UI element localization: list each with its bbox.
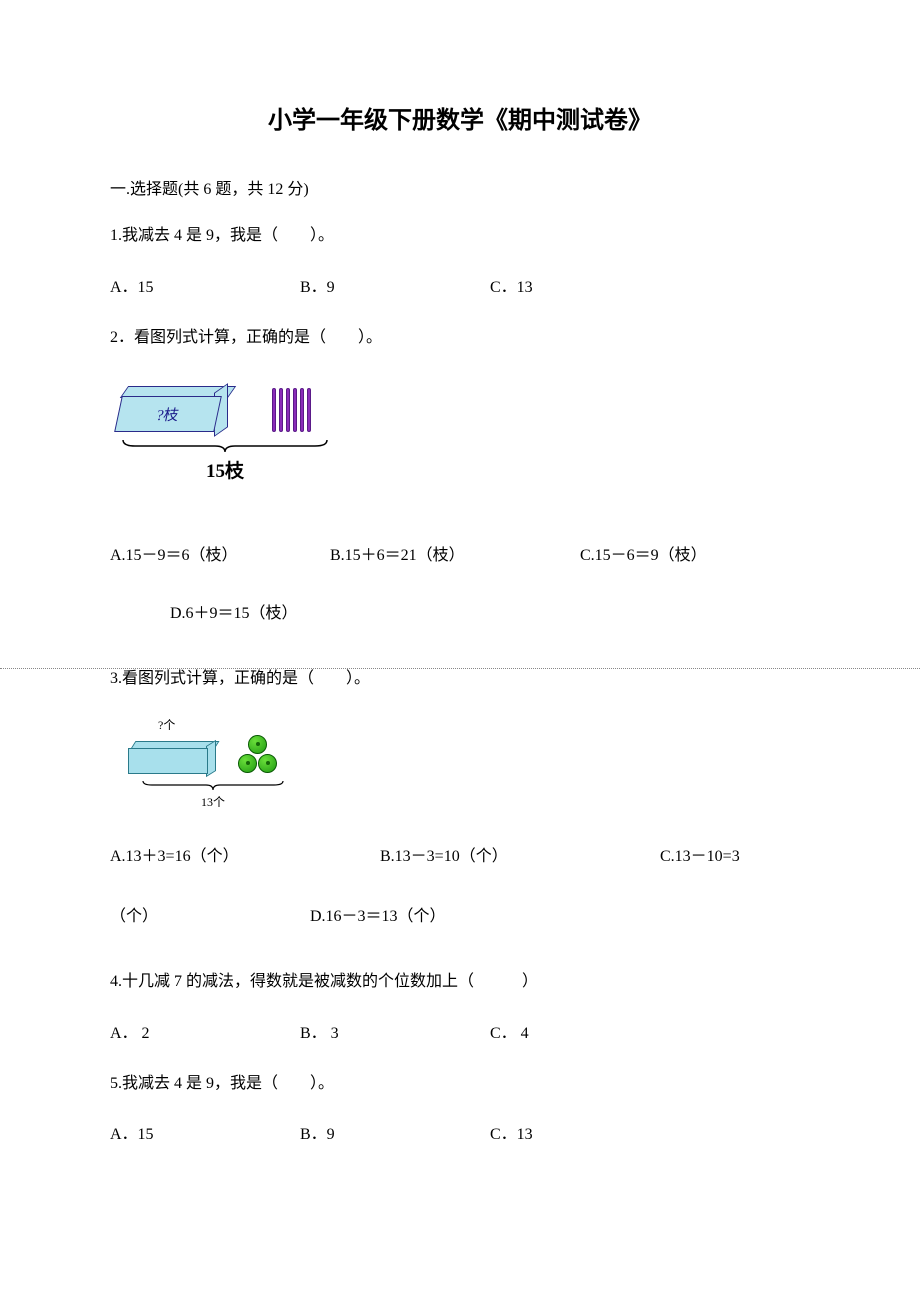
q3-opt-a: A.13＋3=16（个） bbox=[110, 844, 380, 870]
q2-opt-c: C.15－6＝9（枝） bbox=[580, 543, 707, 569]
brace-icon bbox=[138, 779, 288, 791]
q2-box-label: ?枝 bbox=[114, 396, 222, 432]
q5-opt-b: B．9 bbox=[300, 1120, 490, 1144]
q3-opt-c-part2: （个） bbox=[110, 904, 310, 930]
q2-opt-a: A.15－9＝6（枝） bbox=[110, 543, 330, 569]
q4-opt-c: C． 4 bbox=[490, 1019, 680, 1043]
q5-opt-a: A．15 bbox=[110, 1120, 300, 1144]
q1-opt-a: A．15 bbox=[110, 273, 300, 297]
q4-options: A． 2 B． 3 C． 4 bbox=[110, 1019, 810, 1043]
page-title: 小学一年级下册数学《期中测试卷》 bbox=[110, 100, 810, 135]
q3-options: A.13＋3=16（个） B.13－3=10（个） C.13－10=3 （个） … bbox=[110, 844, 810, 929]
q2-brace-label: 15枝 bbox=[110, 456, 340, 483]
q3-balls-icon bbox=[233, 735, 281, 777]
q3-brace-label: 13个 bbox=[128, 793, 298, 810]
q4-text: 4.十几减 7 的减法，得数就是被减数的个位数加上（ ） bbox=[110, 969, 810, 995]
q2-text: 2．看图列式计算，正确的是（ ）。 bbox=[110, 325, 810, 351]
q3-box-icon bbox=[128, 741, 223, 777]
q3-top-label: ?个 bbox=[158, 716, 298, 733]
q5-opt-c: C．13 bbox=[490, 1120, 680, 1144]
dotted-divider bbox=[0, 668, 920, 669]
q3-opt-c-part1: C.13－10=3 bbox=[660, 844, 740, 870]
q3-text: 3.看图列式计算，正确的是（ ）。 bbox=[110, 666, 810, 692]
q5-text: 5.我减去 4 是 9，我是（ ）。 bbox=[110, 1071, 810, 1097]
q3-opt-d: D.16－3＝13（个） bbox=[310, 904, 446, 930]
q1-opt-c: C．13 bbox=[490, 273, 680, 297]
q4-opt-a: A． 2 bbox=[110, 1019, 300, 1043]
q1-opt-b: B．9 bbox=[300, 273, 490, 297]
q2-opt-d: D.6＋9＝15（枝） bbox=[170, 605, 298, 622]
q2-options: A.15－9＝6（枝） B.15＋6＝21（枝） C.15－6＝9（枝） D.6… bbox=[110, 543, 810, 626]
q1-options: A．15 B．9 C．13 bbox=[110, 273, 810, 297]
q1-text: 1.我减去 4 是 9，我是（ ）。 bbox=[110, 223, 810, 249]
brace-icon bbox=[115, 438, 335, 454]
q2-sticks-icon bbox=[272, 388, 311, 436]
q3-opt-b: B.13－3=10（个） bbox=[380, 844, 660, 870]
q2-figure: ?枝 15枝 bbox=[110, 378, 810, 483]
q4-opt-b: B． 3 bbox=[300, 1019, 490, 1043]
q2-box-icon: ?枝 bbox=[118, 386, 238, 436]
q3-figure: ?个 13个 bbox=[128, 716, 298, 810]
q2-opt-b: B.15＋6＝21（枝） bbox=[330, 543, 580, 569]
section-header: 一.选择题(共 6 题，共 12 分) bbox=[110, 175, 810, 199]
q5-options: A．15 B．9 C．13 bbox=[110, 1120, 810, 1144]
